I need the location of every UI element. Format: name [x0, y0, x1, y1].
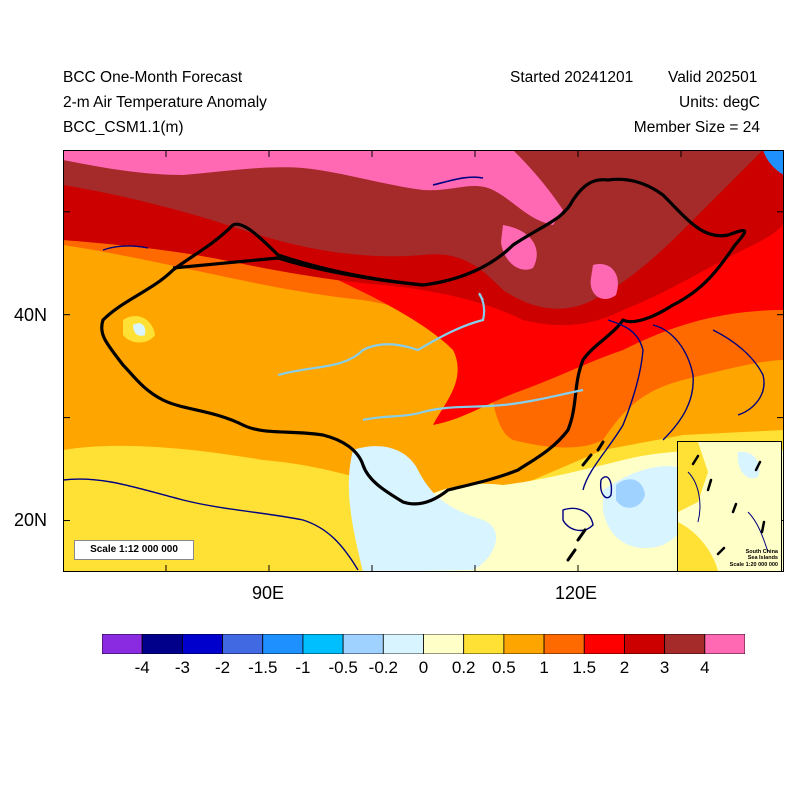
maritime-dashes — [566, 440, 605, 562]
scale-label: Scale 1:12 000 000 — [74, 540, 194, 560]
colorbar-tick-label: 0 — [418, 658, 429, 677]
colorbar-swatch — [382, 634, 424, 654]
inset-dashes — [691, 454, 766, 556]
lon-label-120e: 120E — [555, 583, 598, 603]
colorbar-tick-label: 0.2 — [451, 658, 476, 677]
forecast-title: BCC One-Month Forecast — [63, 69, 243, 86]
colorbar-tick-label: 2 — [619, 658, 630, 677]
temperature-anomaly-map — [63, 150, 784, 572]
anomaly-fill-lightblue — [348, 446, 497, 572]
colorbar-swatch — [181, 634, 223, 654]
anomaly-fill-blue — [616, 479, 645, 508]
anomaly-fill-pink-patch2 — [590, 264, 619, 299]
lat-label-20n: 20N — [14, 510, 48, 530]
colorbar-tick-label: -2 — [215, 658, 231, 677]
hainan-island — [562, 507, 594, 532]
colorbar-swatch — [342, 634, 384, 654]
colorbar-swatch — [503, 634, 545, 654]
lat-label-40n: 40N — [14, 305, 48, 325]
colorbar-tick-label: 1 — [539, 658, 549, 677]
colorbar-tick-label: 3 — [659, 658, 670, 677]
inset-label: South China Sea Islands Scale 1:20 000 0… — [729, 548, 778, 568]
colorbar-swatch — [141, 634, 183, 654]
coastline-korea — [652, 324, 694, 441]
anomaly-fill-brown — [63, 150, 763, 309]
colorbar-swatch — [463, 634, 505, 654]
lake-baikal — [432, 176, 484, 186]
colorbar-swatch — [583, 634, 625, 654]
lon-label-90e: 90E — [252, 583, 285, 603]
colorbar-swatch — [704, 634, 745, 654]
colorbar-swatch — [222, 634, 264, 654]
colorbar-swatch — [302, 634, 344, 654]
units-label: Units: degC — [679, 94, 760, 111]
river-yangtze — [362, 388, 584, 422]
colorbar-swatch — [543, 634, 585, 654]
inset-fill-lightblue — [737, 451, 760, 479]
inset-fill-yellow — [678, 442, 708, 512]
colorbar-tick-label: 0.5 — [492, 658, 516, 677]
colorbar-swatch — [262, 634, 304, 654]
inset-fill-yellow-south — [678, 522, 718, 571]
anomaly-fill-pink — [63, 150, 563, 225]
colorbar-swatch — [102, 634, 143, 654]
colorbar-swatch — [624, 634, 666, 654]
coastline-east-china — [582, 319, 644, 491]
coastline-japan — [712, 329, 765, 416]
started-date: Started 20241201 — [510, 69, 634, 86]
anomaly-fill-cold-corner — [763, 150, 784, 175]
anomaly-fill-lightblue-west — [133, 323, 146, 336]
inset-map — [678, 442, 781, 571]
member-size: Member Size = 24 — [633, 119, 760, 136]
colorbar-tick-label: 4 — [700, 658, 710, 677]
coastline-south-asia — [63, 478, 359, 571]
colorbar-tick-label: -0.5 — [328, 658, 358, 677]
map-panel: Scale 1:12 000 000 South China Sea Islan… — [63, 150, 784, 572]
model-name: BCC_CSM1.1(m) — [63, 119, 184, 136]
south-china-sea-inset: South China Sea Islands Scale 1:20 000 0… — [677, 441, 782, 572]
colorbar-tick-label: -3 — [174, 658, 190, 677]
colorbar-tick-label: -1.5 — [248, 658, 278, 677]
valid-date: Valid 202501 — [668, 69, 758, 86]
river-yellow — [277, 292, 486, 377]
map-frame — [63, 150, 784, 572]
variable-title: 2-m Air Temperature Anomaly — [63, 94, 267, 111]
colorbar — [102, 634, 745, 654]
colorbar-tick-label: -1 — [295, 658, 311, 677]
colorbar-tick-label: -0.2 — [368, 658, 398, 677]
lake-balkhash — [102, 245, 149, 251]
taiwan-island — [599, 476, 613, 499]
inset-coastline — [687, 471, 769, 553]
colorbar-swatch — [664, 634, 706, 654]
mongolia-border — [172, 256, 424, 287]
colorbar-swatch — [423, 634, 465, 654]
colorbar-tick-label: 1.5 — [572, 658, 597, 677]
colorbar-tick-label: -4 — [134, 658, 150, 677]
